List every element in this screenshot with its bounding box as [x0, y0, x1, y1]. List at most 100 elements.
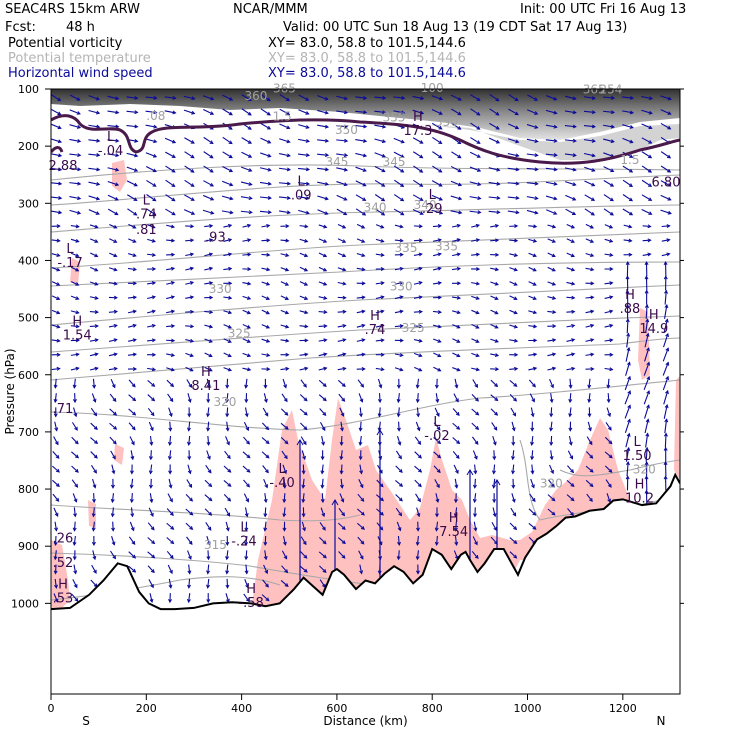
wind-arrowhead [75, 366, 80, 371]
wind-vector [470, 137, 481, 144]
wind-vector [128, 536, 136, 545]
wind-arrowhead [437, 339, 442, 343]
wind-arrowhead [304, 338, 309, 343]
wind-arrowhead [568, 413, 573, 418]
wind-arrowhead [149, 598, 154, 604]
wind-arrowhead [418, 252, 423, 257]
wind-vector [317, 209, 328, 215]
wind-vector [509, 267, 518, 271]
wind-arrowhead [381, 139, 387, 144]
wind-arrowhead [246, 339, 251, 343]
wind-vector [281, 565, 288, 573]
wind-arrowhead [591, 197, 596, 201]
wind-arrowhead [456, 252, 461, 257]
wind-arrowhead [589, 225, 595, 229]
wind-arrowhead [667, 96, 672, 101]
wind-arrowhead [151, 338, 157, 343]
init-time: Init: 00 UTC Fri 16 Aug 13 [520, 2, 687, 17]
wind-vector [51, 295, 60, 300]
wind-vector [243, 436, 250, 445]
wind-arrowhead [150, 526, 155, 531]
wind-arrowhead [456, 339, 461, 343]
wind-vector [166, 281, 175, 285]
wind-vector [165, 165, 176, 173]
wind-vector [624, 376, 631, 391]
wind-arrowhead [513, 554, 518, 559]
wind-arrowhead [534, 167, 539, 172]
pv-extremum-value: .09 [291, 189, 312, 204]
wind-vector [604, 324, 613, 328]
wind-vector [564, 95, 576, 100]
wind-vector [336, 208, 347, 216]
wind-arrowhead [568, 427, 573, 432]
wind-arrowhead [361, 239, 366, 243]
wind-vector [164, 110, 176, 114]
wind-arrowhead [168, 427, 173, 432]
wind-vector [547, 367, 556, 371]
wind-vector [508, 94, 519, 102]
wind-vector [432, 151, 442, 159]
wind-vector [474, 464, 477, 474]
wind-vector [336, 139, 348, 142]
wind-vector [414, 436, 422, 445]
wind-vector [547, 508, 556, 516]
wind-vector [434, 407, 440, 417]
wind-vector [225, 436, 230, 445]
wind-vector [529, 493, 536, 502]
wind-vector [488, 210, 500, 213]
wind-vector [660, 209, 672, 215]
wind-arrowhead [263, 527, 268, 532]
wind-arrowhead [473, 470, 478, 475]
wind-vector [509, 295, 518, 300]
theta-label: 100 [421, 81, 444, 95]
wind-arrowhead [382, 110, 387, 115]
wind-vector [131, 493, 133, 503]
wind-arrowhead [438, 168, 443, 173]
wind-arrowhead [644, 461, 649, 466]
wind-vector [260, 152, 271, 158]
wind-arrowhead [608, 440, 613, 445]
wind-vector [127, 194, 138, 201]
pv-extremum-value: -.58 [238, 596, 263, 611]
wind-arrowhead [377, 413, 382, 418]
wind-arrowhead [458, 196, 463, 201]
wind-arrowhead [532, 511, 537, 516]
wind-arrowhead [475, 310, 480, 315]
wind-vector [393, 151, 404, 158]
wind-arrowhead [304, 253, 309, 258]
wind-arrowhead [494, 411, 499, 416]
wind-vector [301, 521, 306, 531]
wind-arrowhead [286, 210, 291, 215]
wind-arrowhead [75, 282, 80, 286]
wind-arrowhead [56, 296, 61, 300]
wind-arrowhead [571, 323, 576, 328]
wind-vector [470, 122, 480, 130]
wind-arrowhead [399, 324, 404, 328]
wind-vector [433, 352, 441, 357]
wind-arrowhead [496, 167, 501, 172]
wind-arrowhead [56, 310, 61, 315]
wind-arrowhead [73, 498, 78, 503]
wind-arrowhead [113, 224, 118, 229]
wind-arrowhead [187, 413, 192, 418]
wind-vector [355, 96, 367, 99]
wind-arrowhead [54, 512, 59, 517]
wind-vector [107, 181, 119, 186]
wind-vector [490, 353, 499, 357]
wind-arrowhead [339, 441, 344, 447]
wind-vector [603, 208, 614, 216]
wind-vector [603, 152, 614, 158]
wind-arrowhead [206, 399, 211, 404]
wind-arrowhead [247, 126, 252, 130]
wind-arrowhead [625, 275, 630, 280]
wind-arrowhead [266, 125, 272, 130]
theta-label: 325 [228, 327, 251, 341]
wind-vector [603, 194, 614, 202]
x-tick-label: 1200 [609, 702, 637, 715]
wind-arrowhead [266, 238, 271, 243]
wind-vector [165, 179, 175, 187]
wind-vector [643, 376, 650, 391]
wind-arrowhead [454, 541, 459, 546]
wind-vector [54, 550, 57, 560]
wind-vector [280, 267, 289, 271]
